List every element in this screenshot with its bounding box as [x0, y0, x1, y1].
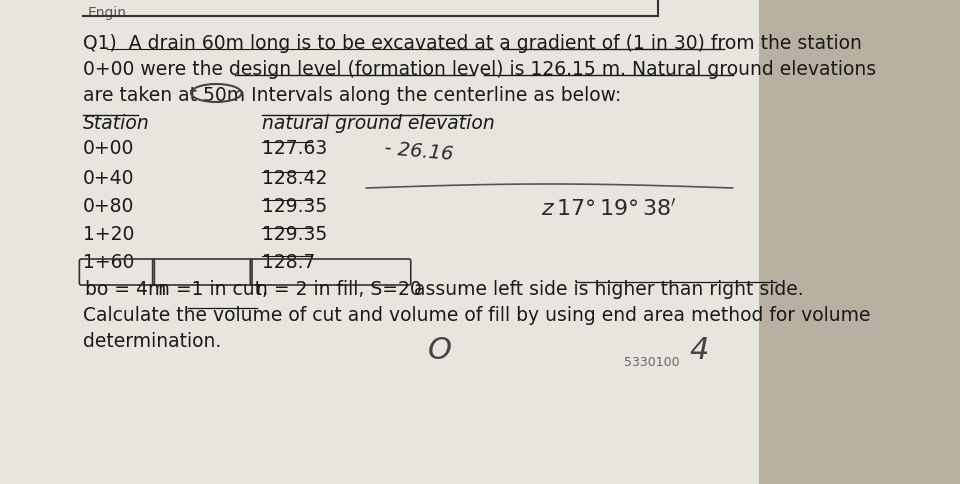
- Text: 128.7: 128.7: [262, 253, 315, 272]
- FancyBboxPatch shape: [0, 0, 758, 484]
- Text: O: O: [427, 336, 451, 365]
- Text: Q1)  A drain 60m long is to be excavated at a gradient of (1 in 30) from the sta: Q1) A drain 60m long is to be excavated …: [83, 34, 862, 53]
- Text: 129.35: 129.35: [262, 197, 327, 216]
- Text: 0+00 were the design level (formation level) is 126.15 m. Natural ground elevati: 0+00 were the design level (formation le…: [83, 60, 876, 79]
- Text: n =1 in cut,: n =1 in cut,: [157, 280, 268, 299]
- Text: determination.: determination.: [83, 332, 221, 351]
- Text: bo = 4m: bo = 4m: [85, 280, 167, 299]
- Text: 128.42: 128.42: [262, 169, 327, 188]
- Text: 1+20: 1+20: [83, 225, 134, 244]
- Text: 0+00: 0+00: [83, 139, 134, 158]
- Text: assume left side is higher than right side.: assume left side is higher than right si…: [415, 280, 804, 299]
- Text: Engin...: Engin...: [87, 6, 139, 20]
- Text: 4: 4: [689, 336, 708, 365]
- Text: $z\,17°\,19°\,38'$: $z\,17°\,19°\,38'$: [540, 198, 677, 220]
- Text: Calculate the volume of cut and volume of fill by using end area method for volu: Calculate the volume of cut and volume o…: [83, 306, 871, 325]
- Text: 1+60: 1+60: [83, 253, 134, 272]
- Text: Station: Station: [83, 114, 150, 133]
- Text: 0+40: 0+40: [83, 169, 134, 188]
- Text: are taken at 50m Intervals along the centerline as below:: are taken at 50m Intervals along the cen…: [83, 86, 621, 105]
- Text: 0+80: 0+80: [83, 197, 134, 216]
- Text: 127.63: 127.63: [262, 139, 327, 158]
- Text: 129.35: 129.35: [262, 225, 327, 244]
- FancyBboxPatch shape: [758, 0, 837, 484]
- Text: 5330100: 5330100: [624, 356, 680, 369]
- Text: natural ground elevation: natural ground elevation: [262, 114, 494, 133]
- Text: - 26.16: - 26.16: [384, 139, 454, 164]
- Text: n = 2 in fill, S=20: n = 2 in fill, S=20: [255, 280, 421, 299]
